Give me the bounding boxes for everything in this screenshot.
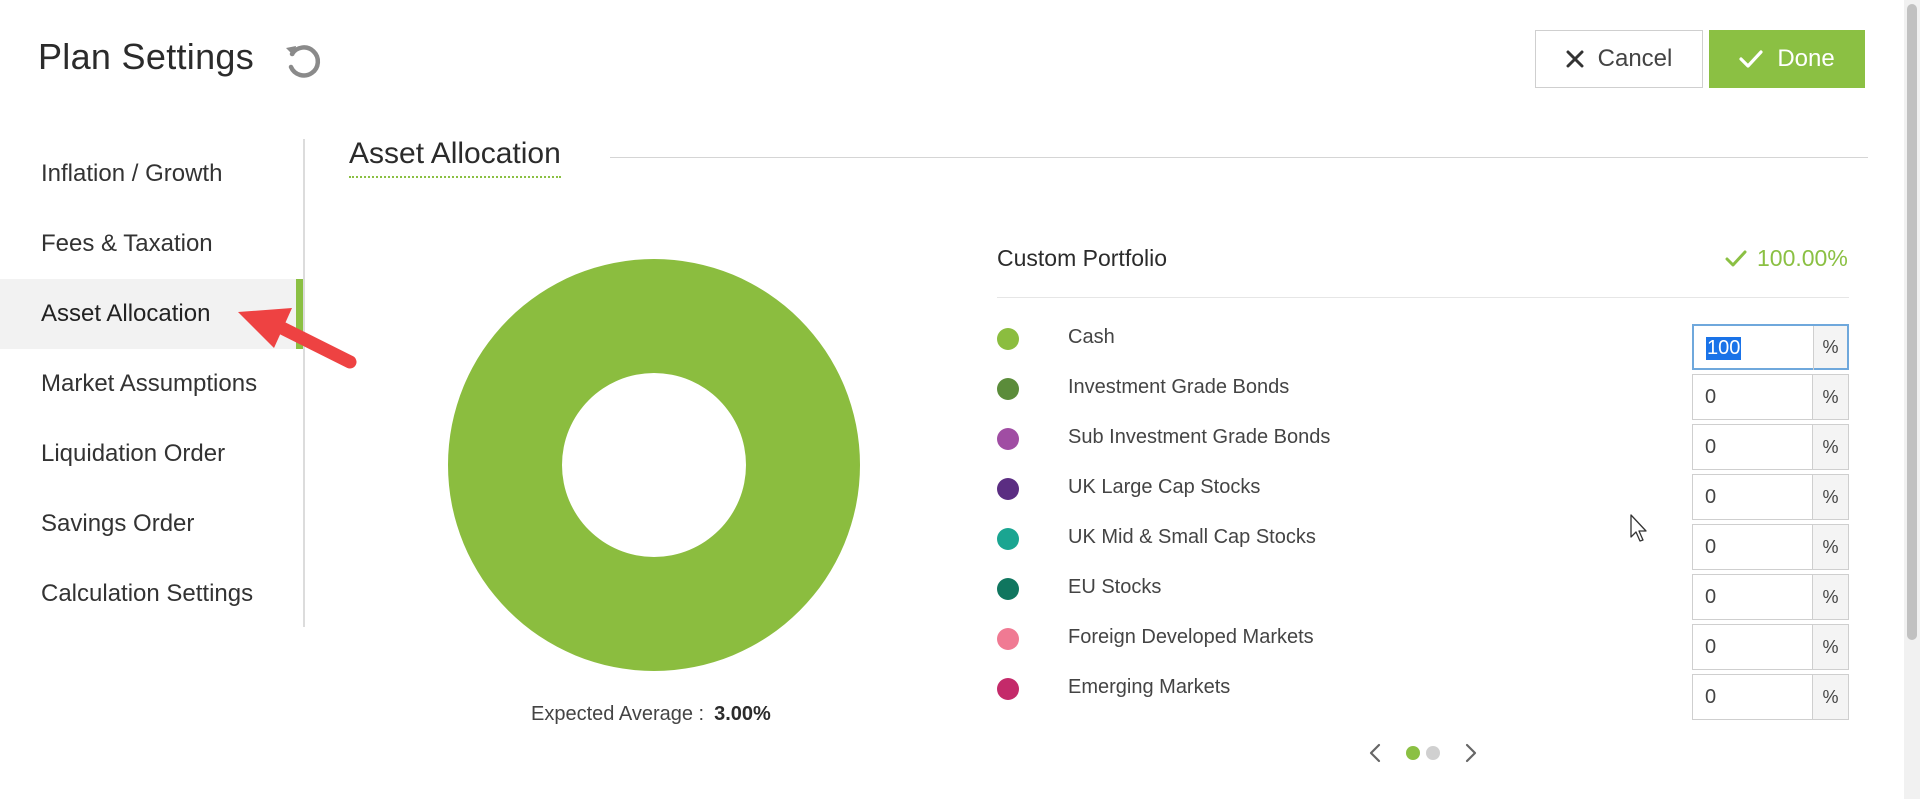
sidebar-item-inflation-growth[interactable]: Inflation / Growth [0,139,304,209]
portfolio-divider [997,297,1849,298]
portfolio-total-value: 100.00% [1757,245,1848,271]
chevron-left-icon[interactable] [1368,743,1382,763]
asset-input-group: % [1692,674,1849,720]
asset-row-cash: Cash 100 % [996,322,1849,372]
asset-input-group: % [1692,474,1849,520]
expected-average: Expected Average : 3.00% [531,703,771,726]
sidebar-divider [303,139,305,627]
asset-input-group: % [1692,424,1849,470]
percent-addon: % [1813,425,1848,469]
annotation-arrow-icon [238,308,357,369]
legend-dot [997,328,1019,350]
asset-list: Cash 100 % Investment Grade Bonds % Sub … [996,322,1849,722]
asset-percent-input[interactable] [1693,425,1813,469]
pager-dots [1406,746,1440,760]
sidebar-item-fees-taxation[interactable]: Fees & Taxation [0,209,304,279]
asset-input-group: 100 % [1692,324,1849,370]
sidebar-item-label: Calculation Settings [41,580,254,607]
check-icon [1725,250,1747,266]
sidebar: Inflation / Growth Fees & Taxation Asset… [0,139,304,629]
asset-row-foreign-developed-markets: Foreign Developed Markets % [996,622,1849,672]
percent-addon: % [1814,326,1847,368]
asset-percent-input[interactable] [1693,375,1813,419]
percent-addon: % [1813,625,1848,669]
legend-dot [997,528,1019,550]
percent-addon: % [1813,675,1848,719]
asset-label: EU Stocks [1068,576,1162,598]
asset-percent-input[interactable] [1693,575,1813,619]
cancel-button[interactable]: Cancel [1535,30,1703,88]
legend-dot [997,378,1019,400]
pager-dot-2[interactable] [1426,746,1440,760]
pager-dot-1[interactable] [1406,746,1420,760]
percent-addon: % [1813,375,1848,419]
sidebar-item-label: Market Assumptions [41,370,258,397]
legend-dot [997,428,1019,450]
sidebar-item-label: Asset Allocation [41,300,211,327]
percent-addon: % [1813,475,1848,519]
asset-label: Cash [1068,326,1115,348]
section-divider [610,157,1868,158]
sidebar-item-label: Inflation / Growth [41,160,223,187]
portfolio-name: Custom Portfolio [997,245,1168,271]
asset-label: Emerging Markets [1068,676,1231,698]
asset-label: Sub Investment Grade Bonds [1068,426,1331,448]
chevron-right-icon[interactable] [1464,743,1478,763]
sidebar-item-calculation-settings[interactable]: Calculation Settings [0,559,304,629]
sidebar-item-savings-order[interactable]: Savings Order [0,489,304,559]
asset-row-uk-mid-small-cap-stocks: UK Mid & Small Cap Stocks % [996,522,1849,572]
asset-percent-input[interactable] [1693,525,1813,569]
asset-row-sub-investment-grade-bonds: Sub Investment Grade Bonds % [996,422,1849,472]
asset-label: Investment Grade Bonds [1068,376,1290,398]
asset-input-group: % [1692,574,1849,620]
asset-percent-input[interactable]: 100 [1694,326,1814,370]
donut-slice-cash [448,259,860,671]
asset-percent-input[interactable] [1693,675,1813,719]
page-title: Plan Settings [38,36,255,77]
refresh-icon[interactable] [282,40,324,82]
pager [1368,741,1478,765]
expected-average-value: 3.00% [714,703,771,725]
sidebar-item-label: Savings Order [41,510,195,537]
sidebar-item-label: Liquidation Order [41,440,226,467]
asset-row-eu-stocks: EU Stocks % [996,572,1849,622]
done-label: Done [1777,45,1835,72]
percent-addon: % [1813,575,1848,619]
asset-percent-input[interactable] [1693,475,1813,519]
legend-dot [997,628,1019,650]
check-icon [1739,50,1763,68]
cancel-label: Cancel [1597,45,1673,72]
asset-percent-input[interactable] [1693,625,1813,669]
asset-input-group: % [1692,624,1849,670]
section-title: Asset Allocation [349,137,561,178]
asset-row-uk-large-cap-stocks: UK Large Cap Stocks % [996,472,1849,522]
allocation-donut-chart [448,259,860,671]
legend-dot [997,578,1019,600]
asset-label: UK Mid & Small Cap Stocks [1068,526,1316,548]
asset-row-emerging-markets: Emerging Markets % [996,672,1849,722]
sidebar-item-market-assumptions[interactable]: Market Assumptions [0,349,304,419]
percent-addon: % [1813,525,1848,569]
mouse-cursor-icon [1630,514,1647,542]
close-icon [1566,50,1584,68]
sidebar-item-liquidation-order[interactable]: Liquidation Order [0,419,304,489]
legend-dot [997,478,1019,500]
asset-row-investment-grade-bonds: Investment Grade Bonds % [996,372,1849,422]
scrollbar-thumb[interactable] [1907,4,1917,640]
asset-input-group: % [1692,524,1849,570]
asset-input-group: % [1692,374,1849,420]
sidebar-item-label: Fees & Taxation [41,230,213,257]
portfolio-total: 100.00% [1725,245,1848,272]
done-button[interactable]: Done [1709,30,1865,88]
expected-average-label: Expected Average : [531,703,705,725]
legend-dot [997,678,1019,700]
asset-label: UK Large Cap Stocks [1068,476,1261,498]
asset-label: Foreign Developed Markets [1068,626,1314,648]
